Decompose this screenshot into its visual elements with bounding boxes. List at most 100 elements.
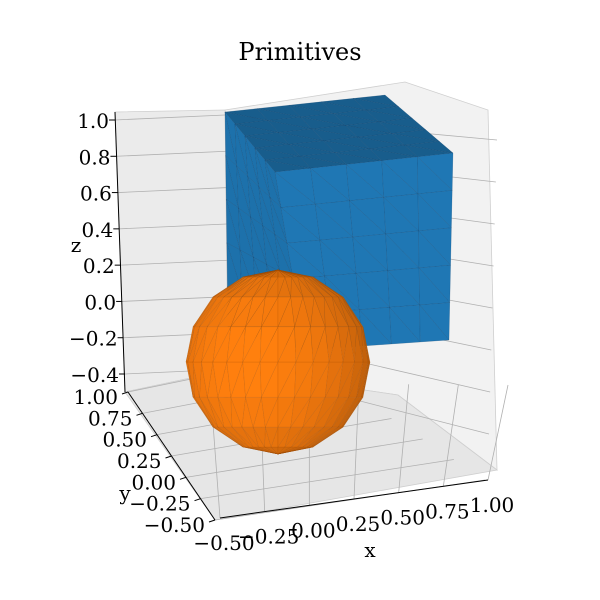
cube-facet (352, 233, 388, 272)
cube-facet (225, 154, 239, 209)
x-gridline (442, 384, 459, 487)
sphere-facet (337, 397, 362, 428)
x-gridline (487, 384, 509, 481)
sphere-facet (341, 397, 364, 428)
cube-facet (244, 132, 290, 145)
x-tick-label: −0.50 (193, 531, 254, 555)
y-tick-label: 0.00 (131, 470, 176, 494)
cube-facet (419, 304, 450, 343)
cube-facet (237, 207, 254, 258)
cube-facet (404, 141, 454, 154)
cube-facet (250, 216, 267, 265)
cube-facet (389, 306, 421, 345)
sphere-facet (337, 296, 357, 328)
sphere-facet (252, 426, 265, 448)
cube-facet (352, 97, 399, 111)
sphere-facet (323, 296, 339, 328)
cube-facet (418, 230, 452, 269)
sphere-facet (207, 397, 225, 428)
cube-facet (264, 159, 282, 208)
cube-facet (267, 116, 313, 130)
cube-facet (236, 165, 251, 217)
z-tick-label: 0.0 (84, 290, 116, 314)
cube-facet (387, 267, 420, 306)
sphere-facet (277, 269, 298, 278)
y-tick-label: 1.00 (73, 385, 118, 409)
y-axis-line (127, 391, 216, 521)
x-tick-label: 0.75 (425, 499, 470, 523)
cube-facet (262, 225, 281, 273)
chart-title: Primitives (238, 38, 361, 66)
cube-facet (417, 193, 452, 232)
z-tick-label: −0.4 (70, 363, 119, 387)
x-gridline (398, 384, 410, 493)
sphere-facet (361, 361, 371, 398)
z-tick-label: 0.4 (81, 218, 113, 242)
cube-facet (225, 199, 241, 251)
cube-facet (352, 236, 389, 274)
y-gridline (185, 438, 423, 478)
cube-facet (319, 239, 357, 277)
sphere-facet (241, 276, 265, 298)
x-tick-label: 1.00 (470, 493, 515, 517)
z-tick-label: 0.8 (79, 145, 111, 169)
cube-facet (258, 186, 276, 236)
z-gridline (114, 114, 226, 121)
x-axis-line (219, 479, 489, 519)
y-tick-label: 0.50 (102, 428, 147, 452)
y-tick-label: 0.25 (117, 449, 162, 473)
z-axis-line (114, 111, 126, 393)
sphere-facet (277, 276, 292, 298)
sphere-facet (313, 397, 339, 428)
y-tick-label: 0.75 (88, 406, 133, 430)
cube-facet (244, 135, 260, 187)
sphere-facet (277, 269, 314, 278)
sphere-facet (252, 397, 266, 428)
axes (109, 111, 489, 523)
x-tick-label: −0.25 (238, 525, 299, 549)
sphere-facet (342, 296, 364, 328)
sphere-facet (264, 269, 279, 278)
z-tick-label: 0.6 (80, 182, 112, 206)
y-axis-label: y (118, 481, 131, 505)
cube-facet (299, 155, 347, 169)
x-tick-label: 0.50 (380, 506, 425, 530)
y-gridline (200, 459, 454, 500)
y-tick-mark (179, 476, 187, 480)
cube-facet (365, 109, 413, 123)
sphere-facet (341, 296, 362, 328)
sphere-facet (361, 326, 369, 363)
z-axis-label: z (71, 233, 82, 257)
sphere-facet (248, 269, 279, 278)
sphere-facet (241, 397, 254, 428)
x-tick-label: 0.25 (336, 512, 381, 536)
cube-facet (391, 129, 441, 142)
cube-facet (311, 128, 358, 141)
cube-facet (418, 264, 451, 304)
y-tick-mark (165, 455, 172, 459)
z-gridline (116, 150, 227, 157)
z-tick-label: −0.2 (69, 327, 118, 351)
cube-facet (403, 144, 454, 158)
tick-labels: −0.50−0.250.00 0.25 0.50 0.75 1.00−0.50−0.25… (69, 109, 514, 555)
cube-facet (224, 108, 269, 121)
cube-facet (381, 156, 419, 195)
cube-facet (234, 123, 249, 178)
y-tick-mark (121, 391, 129, 395)
cube-facet (310, 167, 351, 205)
z-tick-label: 0.2 (83, 254, 115, 278)
z-tick-label: 1.0 (77, 109, 109, 133)
x-axis-label: x (364, 538, 376, 562)
x-tick-label: 0.00 (291, 518, 336, 542)
y-tick-label: −0.50 (144, 513, 205, 537)
cube-facet (238, 207, 254, 258)
z-gridline (119, 223, 230, 230)
cube-facet (419, 302, 451, 341)
y-tick-mark (208, 519, 216, 523)
y-tick-label: −0.25 (129, 492, 190, 516)
sphere-facet (277, 269, 313, 278)
cube-facet (314, 203, 354, 241)
cube-facet (236, 165, 251, 218)
